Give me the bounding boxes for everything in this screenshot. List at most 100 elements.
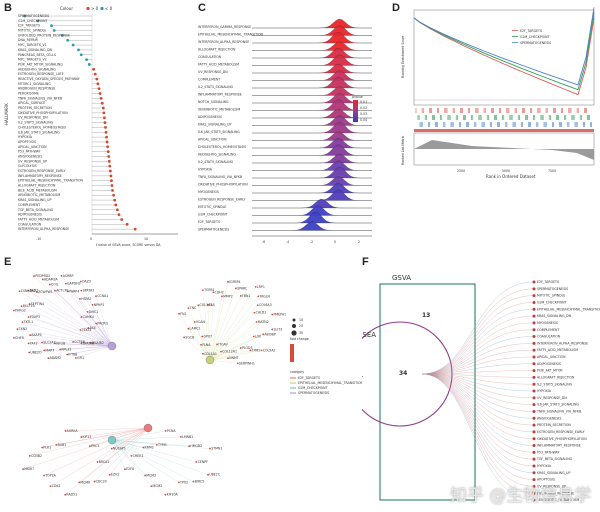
f-pathway-label: TNFA_SIGNALING_VIA_NFKB [536, 410, 581, 414]
f-pathway-label: TGF_BETA_SIGNALING [536, 457, 573, 461]
ridge [252, 70, 372, 81]
ridge [252, 166, 372, 179]
b-category-label: REACTIVE_OXYGEN_SPECIES_PATHWAY [18, 77, 80, 81]
b-category-label: HYPOXIA [18, 135, 33, 139]
f-pathway-dot [532, 287, 536, 291]
e-gene-label: RAD51 [66, 493, 77, 497]
f-pathway-label: ALLOGRAFT_REJECTION [537, 375, 575, 379]
e-edge [13, 337, 113, 347]
b-category-label: KRAS_SIGNALING_UP [18, 198, 51, 202]
c-category-label: EPITHELIAL_MESENCHYMAL_TRANSITION [198, 33, 264, 37]
c-category-label: IL2_STAT5_SIGNALING [198, 85, 234, 89]
c-category-label: COAGULATION [198, 55, 222, 59]
panel-letter-e: E [4, 256, 12, 268]
ridge [252, 63, 372, 74]
e-gene-node [96, 461, 99, 463]
e-gene-label: PLK1 [43, 445, 51, 449]
e-gene-label: BRCA1 [99, 460, 110, 464]
d-es-line [413, 7, 595, 86]
lollipop-dot [100, 101, 104, 105]
b-category-label: P53_PATHWAY [18, 150, 40, 154]
e-edge [65, 283, 113, 347]
e-edge [209, 296, 223, 361]
f-pathway-label: SPERMATOGENESIS [537, 287, 568, 291]
e-gene-label: SERPINH1 [239, 361, 255, 365]
e-gene-label: IFT8B [68, 353, 77, 357]
b-xlabel: t value of GSVA score, SCORE versus DA [96, 243, 161, 247]
lollipop-dot [111, 189, 114, 192]
f-pathway-dot [532, 300, 536, 304]
f-pathway-dot [532, 348, 536, 352]
lollipop-dot [79, 53, 83, 57]
ridge [252, 41, 372, 51]
e-gene-label: RPL32 [61, 348, 71, 352]
e-gene-node [130, 454, 133, 457]
e-edge [209, 314, 273, 361]
e-gene-node [206, 303, 209, 306]
e-gene-label: CCT6B [74, 340, 85, 344]
f-link-line [421, 373, 535, 501]
e-edge [81, 427, 149, 438]
e-edge [209, 312, 255, 361]
ridge [252, 144, 372, 156]
f-pathway-label: IL6_JAK_STAT3_SIGNALING [537, 403, 579, 407]
b-category-label: TGF_BETA_SIGNALING [17, 208, 54, 212]
lollipop-dot [92, 67, 96, 71]
e-gene-node [234, 287, 237, 290]
f-pathway-dot [532, 369, 536, 373]
lollipop-dot [52, 29, 56, 32]
f-pathway-dot [532, 423, 536, 427]
e-gene-label: PCNA [167, 429, 177, 433]
e-gene-label: SPARC [237, 286, 248, 290]
e-gene-node [86, 310, 89, 313]
panel-letter-d: D [392, 2, 400, 14]
d-xtick-1: 5000 [502, 169, 510, 173]
f-pathway-label: ANGIOGENESIS [537, 416, 561, 420]
e-gene-node [202, 352, 204, 355]
f-link-line [421, 373, 535, 467]
e-gene-label: FAS [209, 303, 215, 307]
f-pathway-label: UV_RESPONSE_DN [537, 396, 567, 400]
b-category-label: APICAL_JUNCTION [18, 145, 47, 149]
c-category-label: ESTROGEN_RESPONSE_EARLY [198, 198, 246, 202]
e-gene-label: GAPDHS [67, 282, 80, 286]
b-category-label: G2M_CHECKPOINT [18, 19, 48, 23]
e-gene-label: COL5A2 [263, 348, 276, 352]
e-gene-node [249, 349, 252, 352]
e-edge [209, 347, 241, 361]
lollipop-dot [71, 43, 75, 47]
e-edge [56, 427, 149, 445]
c-category-label: INFLAMMATORY_RESPONSE [198, 93, 242, 97]
e-gene-label: E2F8 [126, 467, 134, 471]
e-gene-label: PARP4 [69, 290, 79, 294]
c-xtick: -6 [262, 240, 265, 244]
d-ranked-metric-area [414, 140, 594, 160]
e-gene-node [142, 446, 145, 449]
ridge [252, 160, 372, 171]
f-link-line [421, 373, 535, 460]
e-edge [109, 427, 149, 475]
f-pathway-label: OXIDATIVE_PHOSPHORYLATION [537, 437, 587, 441]
e-gene-label: PRC1 [91, 444, 99, 448]
b-xtick: 0 [90, 237, 92, 241]
e-gene-label: TXN2 [18, 327, 28, 331]
b-category-label: XENOBIOTIC_METABOLISM [18, 193, 60, 197]
e-edge [79, 427, 149, 483]
e-gene-node [27, 289, 30, 292]
e-edge [111, 439, 197, 463]
c-category-label: MITOTIC_SPINDLE [198, 205, 226, 209]
lollipop-dot [112, 193, 115, 197]
f-pathway-dot [532, 294, 536, 298]
b-xtick: -10 [36, 237, 41, 241]
e-gene-node [271, 328, 274, 331]
d-legend-swatch-2 [512, 42, 518, 43]
e-edge [111, 427, 149, 449]
c-category-label: INTERFERON_GAMMA_RESPONSE [198, 25, 251, 29]
e-edge [209, 350, 262, 361]
ridge [252, 31, 372, 44]
e-gene-node [197, 304, 200, 307]
b-category-label: MITOTIC_SPINDLE [18, 29, 46, 33]
count-gsva-only: 13 [422, 312, 430, 319]
e-gene-node [95, 295, 97, 297]
e-edge [28, 316, 113, 347]
